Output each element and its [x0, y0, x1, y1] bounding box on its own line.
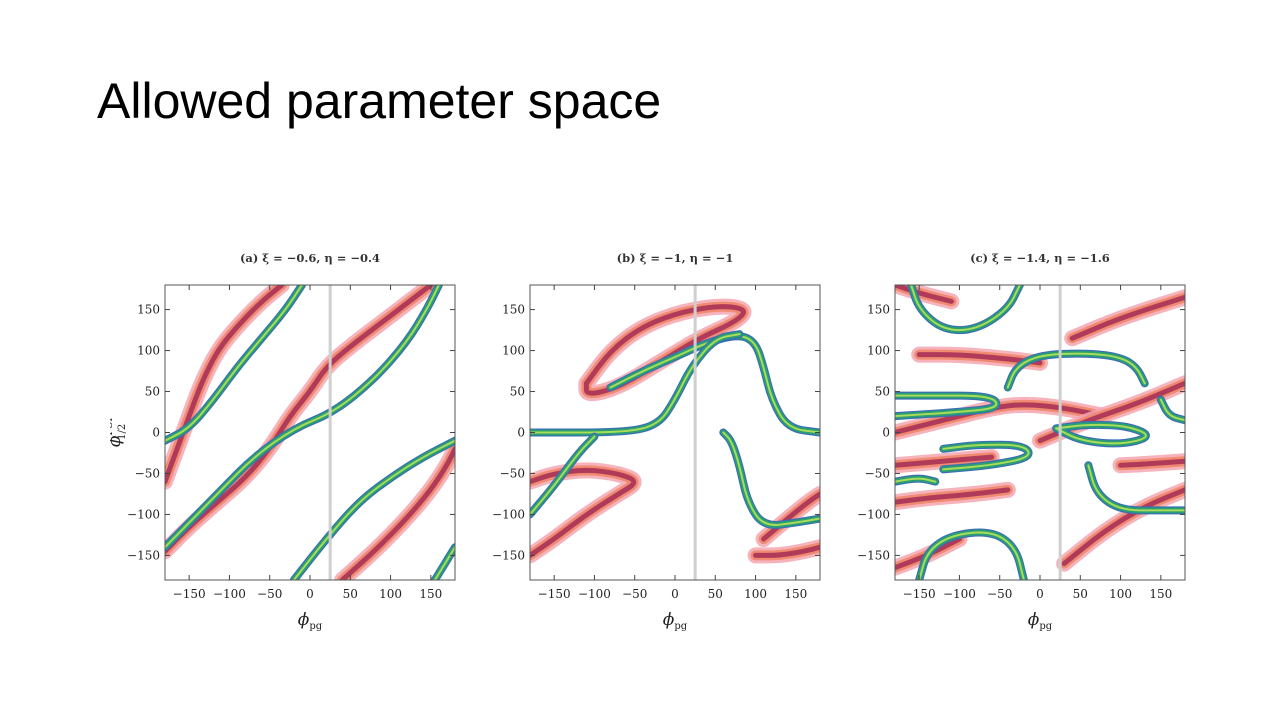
red-band-core — [339, 446, 455, 580]
green-band-core — [895, 394, 998, 418]
chart-panel-c: (c) ξ = −1.4, η = −1.6 −150 −100 −50 0 50 100 1… — [840, 240, 1200, 635]
panel-title: (c) ξ = −1.4, η = −1.6 — [970, 251, 1110, 265]
y-tick-label: −100 — [127, 507, 160, 521]
x-axis-label: ϕpg — [298, 610, 323, 632]
red-band-core — [753, 544, 820, 558]
y-tick-label: 150 — [867, 303, 890, 317]
y-tick-label: −50 — [865, 466, 890, 480]
green-band-core — [1159, 398, 1185, 422]
red-band-core — [1118, 458, 1185, 468]
y-tick-label: −50 — [135, 466, 160, 480]
x-tick-label: −100 — [943, 587, 976, 601]
red-band-core — [1069, 294, 1185, 341]
x-tick-label: −50 — [987, 587, 1012, 601]
y-tick-label: 50 — [145, 385, 160, 399]
x-tick-label: −50 — [622, 587, 647, 601]
y-tick-label: 150 — [502, 303, 525, 317]
green-band-core — [942, 443, 1030, 471]
y-tick-label: −150 — [127, 548, 160, 562]
x-tick-label: −150 — [173, 587, 206, 601]
x-tick-label: −50 — [257, 587, 282, 601]
green-band-core — [530, 333, 741, 434]
y-tick-label: 0 — [517, 426, 525, 440]
green-band-core — [1006, 352, 1146, 389]
chart-b-svg: (b) ξ = −1, η = −1 −150 −100 −50 0 50 100 150 −1… — [492, 251, 821, 632]
x-tick-label: 0 — [306, 587, 314, 601]
chart-panel-b: (b) ξ = −1, η = −1 −150 −100 −50 0 50 100 150 −1… — [475, 240, 835, 635]
green-band-core — [1055, 423, 1147, 445]
y-tick-label: −100 — [857, 507, 890, 521]
x-axis-symbol: ϕ — [1028, 610, 1040, 630]
chart-c-svg: (c) ξ = −1.4, η = −1.6 −150 −100 −50 0 50 100 1… — [857, 251, 1186, 632]
x-tick-label: 50 — [1073, 587, 1088, 601]
green-band-core — [910, 285, 1021, 332]
y-tick-label: 50 — [510, 385, 525, 399]
y-tick-label: −150 — [857, 548, 890, 562]
x-tick-label: 50 — [708, 587, 723, 601]
x-tick-label: −150 — [538, 587, 571, 601]
chart-a-svg: (a) ξ = −0.6, η = −0.4 −150 −100 −50 0 50 100 1… — [110, 251, 456, 632]
red-band-core — [895, 487, 1011, 505]
y-axis-superscript: FSI — [110, 418, 115, 436]
red-band-core — [165, 285, 434, 554]
y-tick-label: 150 — [137, 303, 160, 317]
red-band-core — [916, 352, 1043, 366]
x-tick-label: −100 — [578, 587, 611, 601]
red-band-core — [1061, 487, 1185, 567]
x-tick-label: 150 — [784, 587, 807, 601]
plot-content — [530, 298, 820, 564]
y-tick-label: 50 — [875, 385, 890, 399]
x-tick-label: 0 — [671, 587, 679, 601]
x-tick-label: 100 — [744, 587, 767, 601]
y-tick-label: 0 — [882, 426, 890, 440]
red-band-core — [1037, 380, 1185, 444]
red-band-core — [165, 285, 285, 485]
x-axis-subscript: pg — [674, 621, 687, 632]
y-tick-label: 100 — [867, 344, 890, 358]
red-band-core — [895, 536, 962, 571]
x-tick-label: −150 — [903, 587, 936, 601]
green-band-core — [918, 531, 1025, 580]
y-tick-label: 100 — [137, 344, 160, 358]
x-tick-label: 50 — [343, 587, 358, 601]
green-band-core — [1087, 464, 1185, 512]
x-axis-label: ϕpg — [663, 610, 688, 632]
green-band-core — [530, 435, 596, 516]
x-axis-label: ϕpg — [1028, 610, 1053, 632]
y-tick-label: −100 — [492, 507, 525, 521]
green-band-core — [895, 477, 937, 483]
y-axis-label: ϕFSI1/2 — [110, 418, 128, 447]
green-band-core — [165, 285, 440, 549]
x-tick-label: 100 — [379, 587, 402, 601]
x-tick-label: 150 — [1149, 587, 1172, 601]
x-tick-label: 0 — [1036, 587, 1044, 601]
green-band-core — [165, 285, 303, 442]
slide-title: Allowed parameter space — [97, 73, 662, 129]
panel-title: (a) ξ = −0.6, η = −0.4 — [240, 251, 380, 265]
plot-content — [165, 285, 455, 580]
green-band-core — [292, 439, 455, 580]
y-tick-label: −150 — [492, 548, 525, 562]
green-band-core — [722, 431, 820, 526]
y-tick-label: 0 — [152, 426, 160, 440]
x-axis-symbol: ϕ — [663, 610, 675, 630]
x-tick-label: 100 — [1109, 587, 1132, 601]
x-tick-label: −100 — [213, 587, 246, 601]
red-band-core — [761, 491, 820, 542]
x-tick-label: 150 — [419, 587, 442, 601]
y-tick-label: 100 — [502, 344, 525, 358]
y-axis-subscript: 1/2 — [117, 424, 128, 440]
x-axis-subscript: pg — [309, 621, 322, 632]
x-axis-symbol: ϕ — [298, 610, 310, 630]
panel-title: (b) ξ = −1, η = −1 — [617, 251, 734, 265]
plot-content — [895, 285, 1185, 580]
red-band-core — [530, 467, 637, 558]
x-axis-subscript: pg — [1039, 621, 1052, 632]
chart-panel-a: (a) ξ = −0.6, η = −0.4 −150 −100 −50 0 50 100 1… — [110, 240, 470, 635]
y-tick-label: −50 — [500, 466, 525, 480]
red-band-core — [895, 454, 995, 468]
y-axis-symbol: ϕ — [110, 435, 125, 447]
